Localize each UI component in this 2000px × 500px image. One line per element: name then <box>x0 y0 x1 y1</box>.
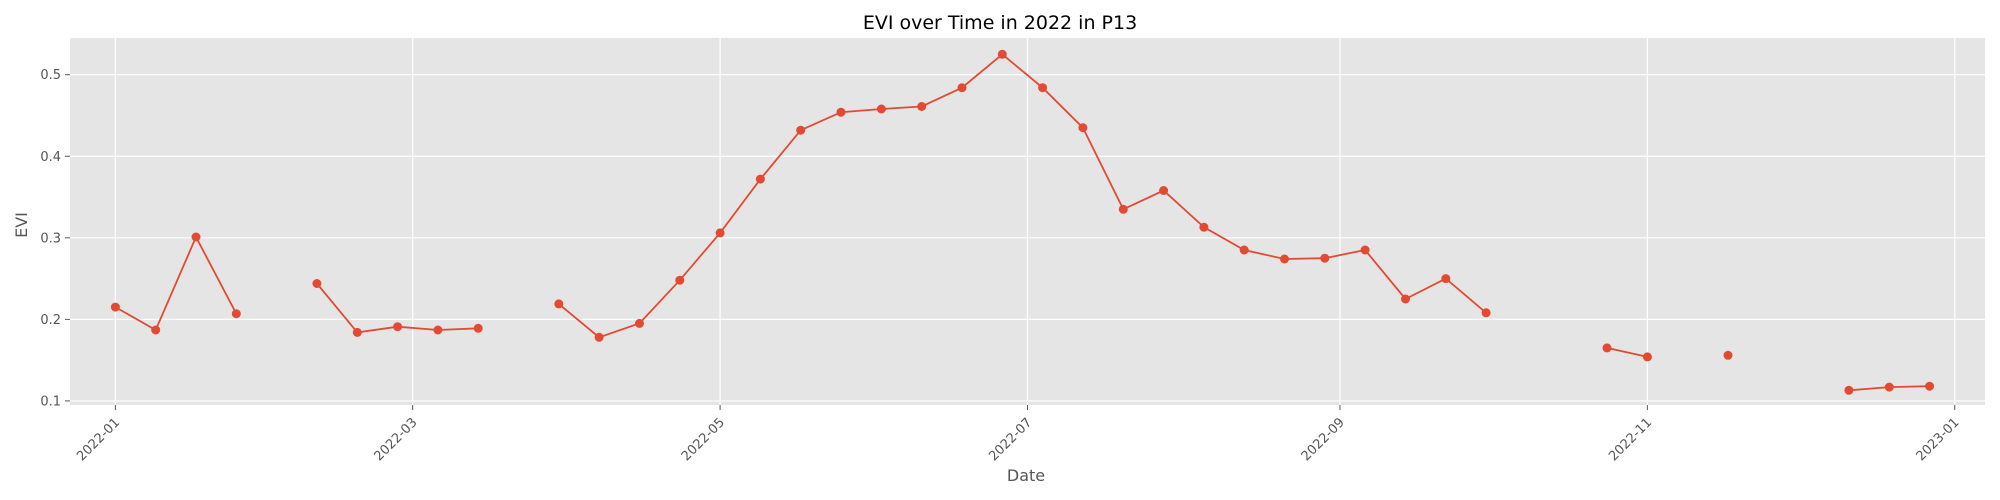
data-point <box>1360 245 1370 255</box>
data-point <box>1844 385 1854 395</box>
series-points <box>110 49 1935 395</box>
data-point <box>191 232 201 242</box>
data-point <box>1441 274 1451 284</box>
data-point <box>1199 222 1209 232</box>
x-tick-label: 2022-11 <box>1606 415 1655 464</box>
data-point <box>1401 294 1410 304</box>
y-tick-label: 0.1 <box>40 394 61 409</box>
data-point <box>715 228 725 238</box>
data-point <box>836 107 846 117</box>
data-point <box>917 102 927 111</box>
data-point <box>635 318 644 328</box>
gridlines <box>70 38 1985 405</box>
data-point <box>1038 83 1048 93</box>
data-point <box>1723 350 1733 360</box>
data-point <box>997 49 1007 59</box>
data-point <box>352 327 362 337</box>
x-tick-label: 2023-01 <box>1914 415 1963 464</box>
y-axis-label: EVI <box>12 212 31 238</box>
data-point <box>1280 254 1289 264</box>
data-point <box>1602 343 1612 353</box>
data-point <box>675 275 685 285</box>
x-tick-label: 2022-05 <box>679 415 728 464</box>
data-point <box>554 299 564 309</box>
data-point <box>1320 253 1330 263</box>
data-point <box>1642 352 1652 362</box>
y-axis-ticks: 0.1 0.2 0.3 0.4 0.5 <box>40 68 70 409</box>
data-point <box>594 332 604 342</box>
x-tick-label: 2022-01 <box>74 415 123 464</box>
data-point <box>1925 381 1935 391</box>
y-tick-label: 0.5 <box>40 68 61 83</box>
data-point <box>957 83 967 93</box>
x-axis-ticks: 2022-01 2022-03 2022-05 2022-07 2022-09 2022-… <box>74 405 1963 464</box>
data-point <box>1118 204 1128 214</box>
data-point <box>312 279 322 288</box>
data-point <box>876 104 886 114</box>
y-tick-label: 0.4 <box>40 150 61 165</box>
y-tick-label: 0.3 <box>40 231 61 246</box>
data-point <box>473 323 483 333</box>
data-point <box>231 309 241 319</box>
series-line-segment <box>558 53 1487 339</box>
data-point <box>1884 382 1894 392</box>
x-tick-label: 2022-07 <box>986 415 1035 464</box>
series-line-segment <box>114 234 238 332</box>
data-point <box>796 125 806 135</box>
data-point <box>110 302 120 312</box>
x-axis-label: Date <box>1007 466 1045 485</box>
data-point <box>1239 245 1249 255</box>
data-point <box>393 322 403 332</box>
data-point <box>433 325 443 335</box>
x-tick-label: 2022-03 <box>371 415 420 464</box>
chart-title: EVI over Time in 2022 in P13 <box>863 12 1137 34</box>
y-tick-label: 0.2 <box>40 313 61 328</box>
data-point <box>1159 186 1169 195</box>
data-point <box>755 174 765 184</box>
series-line-segment <box>1606 347 1648 358</box>
data-point <box>1481 308 1491 318</box>
data-point <box>151 325 161 335</box>
x-tick-label: 2022-09 <box>1299 415 1348 464</box>
data-point <box>1078 123 1088 133</box>
